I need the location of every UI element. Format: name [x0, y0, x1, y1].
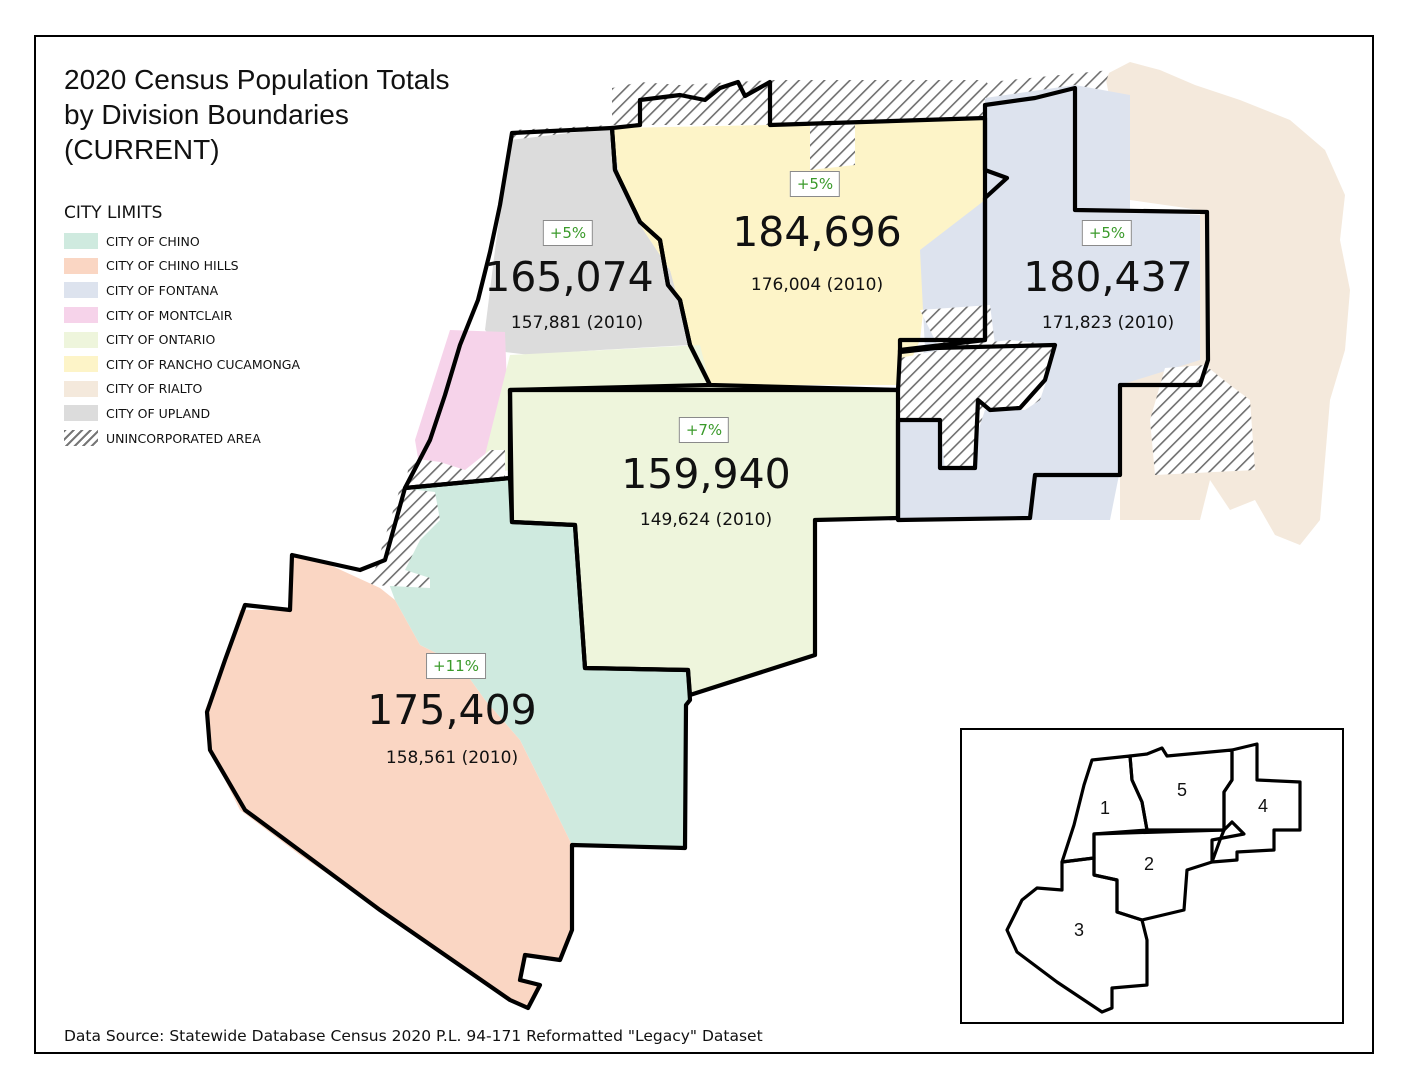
inset-division-4	[1210, 742, 1302, 864]
unincorporated-north	[612, 80, 1000, 125]
chino-hills-area	[205, 555, 572, 1008]
division-2-population-2020: 159,940	[621, 450, 791, 498]
ontario-area	[480, 345, 900, 695]
rancho-area	[612, 118, 985, 385]
legend-swatch-hatch	[64, 430, 98, 447]
inset-label-2: 2	[1144, 854, 1155, 874]
division-3-boundary	[204, 475, 693, 1011]
division-3-population-2020: 175,409	[367, 686, 537, 734]
map-frame	[34, 35, 1374, 1054]
unincorporated-montclair	[405, 450, 505, 488]
division-3-population-2010: 158,561 (2010)	[385, 748, 519, 768]
inset-label-5: 5	[1177, 780, 1188, 800]
unincorporated-chino	[370, 488, 440, 588]
inset-label-1: 1	[1100, 798, 1111, 818]
division-5-population-2020: 184,696	[732, 208, 902, 256]
inset-map-drawing	[1005, 742, 1302, 1014]
legend-label: CITY OF CHINO	[106, 233, 200, 249]
legend-item-upland: CITY OF UPLAND	[64, 401, 300, 426]
inset-division-2	[1092, 828, 1226, 922]
title-line-1: 2020 Census Population Totals	[64, 64, 450, 95]
legend-label: CITY OF ONTARIO	[106, 332, 216, 348]
legend-swatch	[64, 380, 98, 397]
division-4-change: +5%	[1081, 220, 1133, 246]
division-3-change: +11%	[426, 653, 486, 679]
legend-item-chino-hills: CITY OF CHINO HILLS	[64, 254, 300, 279]
legend-title: CITY LIMITS	[64, 203, 163, 223]
data-source-note: Data Source: Statewide Database Census 2…	[64, 1027, 763, 1045]
division-5-boundary	[609, 79, 1010, 393]
division-4-population-2020: 180,437	[1023, 253, 1193, 301]
legend-item-unincorporated: UNINCORPORATED AREA	[64, 426, 300, 451]
chino-area	[380, 478, 688, 848]
unincorporated-rc	[810, 118, 855, 170]
legend-label: CITY OF UPLAND	[106, 405, 211, 421]
legend-swatch	[64, 356, 98, 373]
legend-label: CITY OF RIALTO	[106, 381, 203, 397]
legend-item-montclair: CITY OF MONTCLAIR	[64, 303, 300, 328]
legend-swatch	[64, 331, 98, 348]
division-2-change: +7%	[678, 417, 730, 443]
legend-swatch	[64, 405, 98, 422]
title-line-2: by Division Boundaries	[64, 99, 349, 130]
legend-label: CITY OF RANCHO CUCAMONGA	[106, 356, 301, 372]
legend-swatch	[64, 282, 98, 299]
legend-item-chino: CITY OF CHINO	[64, 229, 300, 254]
division-1-population-2010: 157,881 (2010)	[510, 313, 644, 333]
division-5-population-2010: 176,004 (2010)	[750, 275, 884, 295]
division-2-population-2010: 149,624 (2010)	[639, 510, 773, 530]
division-4-population-2010: 171,823 (2010)	[1041, 313, 1175, 333]
inset-division-3	[1005, 856, 1149, 1014]
legend-label: CITY OF MONTCLAIR	[106, 307, 233, 323]
legend-item-fontana: CITY OF FONTANA	[64, 278, 300, 303]
legend-item-rialto: CITY OF RIALTO	[64, 377, 300, 402]
division-1-change: +5%	[542, 220, 594, 246]
legend-item-ontario: CITY OF ONTARIO	[64, 327, 300, 352]
legend-label: CITY OF CHINO HILLS	[106, 258, 239, 274]
legend-label: UNINCORPORATED AREA	[106, 430, 261, 446]
inset-label-4: 4	[1258, 796, 1269, 816]
title-line-3: (CURRENT)	[64, 134, 220, 165]
unincorporated-east	[1150, 365, 1255, 475]
montclair-area	[415, 330, 510, 475]
legend-swatch	[64, 257, 98, 274]
legend-swatch	[64, 307, 98, 324]
legend: CITY LIMITS CITY OF CHINO CITY OF CHINO …	[64, 203, 300, 450]
map-title: 2020 Census Population Totals by Divisio…	[64, 62, 450, 167]
inset-label-3: 3	[1074, 920, 1085, 940]
inset-map: 1 5 4 2 3	[960, 728, 1344, 1024]
division-1-population-2020: 165,074	[484, 253, 654, 301]
division-5-change: +5%	[789, 171, 841, 197]
legend-label: CITY OF FONTANA	[106, 282, 219, 298]
legend-item-rancho: CITY OF RANCHO CUCAMONGA	[64, 352, 300, 377]
legend-swatch	[64, 233, 98, 250]
